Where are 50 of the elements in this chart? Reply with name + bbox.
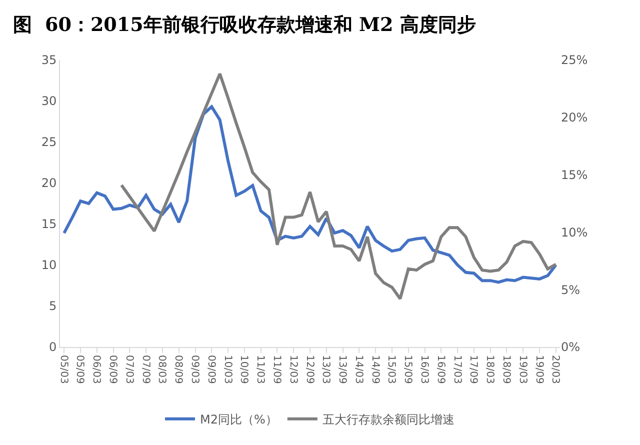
y2-tick-label: 25% [561, 53, 588, 68]
legend-label: M2同比（%） [200, 412, 278, 427]
x-tick-label: 10/09 [238, 355, 250, 384]
y2-tick-label: 20% [561, 110, 588, 125]
x-tick-label: 05/03 [58, 355, 69, 384]
y-tick-label: 20 [41, 176, 57, 190]
x-tick-label: 11/09 [270, 355, 282, 384]
x-tick-label: 15/03 [386, 355, 397, 384]
x-tick-label: 13/03 [320, 355, 332, 384]
x-tick-label: 17/03 [451, 355, 462, 384]
line-series [62, 105, 558, 284]
x-tick-label: 16/03 [418, 355, 430, 384]
x-tick-label: 12/09 [304, 355, 315, 384]
y-tick-label: 0 [48, 340, 57, 354]
x-tick-label: 20/03 [550, 355, 561, 384]
chart-title: 图 60：2015年前银行吸收存款增速和 M2 高度同步 [12, 14, 476, 36]
x-tick-label: 05/09 [74, 355, 86, 384]
y2-tick-label: 10% [561, 225, 588, 240]
x-tick-label: 19/09 [533, 355, 544, 384]
x-tick-label: 06/03 [90, 355, 102, 384]
x-tick-label: 15/09 [402, 355, 414, 384]
line-series [120, 72, 558, 300]
y2-tick-label: 15% [561, 168, 588, 182]
x-tick-label: 17/09 [468, 355, 479, 384]
x-tick-label: 10/03 [222, 355, 233, 384]
x-tick-label: 09/09 [205, 355, 216, 384]
x-tick-label: 06/09 [107, 355, 118, 384]
x-tick-label: 08/03 [156, 355, 168, 384]
y-tick-label: 10 [41, 258, 57, 272]
x-tick-label: 16/09 [434, 355, 446, 384]
x-tick-label: 19/03 [516, 355, 528, 384]
x-tick-label: 07/09 [140, 355, 151, 384]
y-tick-label: 35 [41, 53, 57, 68]
y-tick-label: 15 [41, 217, 57, 232]
x-tick-label: 18/03 [484, 355, 496, 384]
x-tick-label: 13/09 [336, 355, 348, 384]
y2-tick-label: 5% [561, 282, 580, 297]
x-tick-label: 14/03 [352, 355, 364, 384]
x-tick-label: 09/03 [189, 355, 200, 384]
y-tick-label: 5 [48, 299, 57, 314]
legend-label: 五大行存款余额同比增速 [322, 412, 454, 427]
y2-tick-label: 0% [561, 340, 580, 354]
x-tick-label: 11/03 [254, 355, 266, 384]
x-tick-label: 18/09 [500, 355, 512, 384]
x-tick-label: 14/09 [369, 355, 380, 384]
y-tick-label: 30 [41, 94, 57, 108]
x-tick-label: 07/03 [123, 355, 134, 384]
y-tick-label: 25 [41, 135, 57, 150]
x-tick-label: 08/09 [172, 355, 184, 384]
x-tick-label: 12/03 [287, 355, 298, 384]
